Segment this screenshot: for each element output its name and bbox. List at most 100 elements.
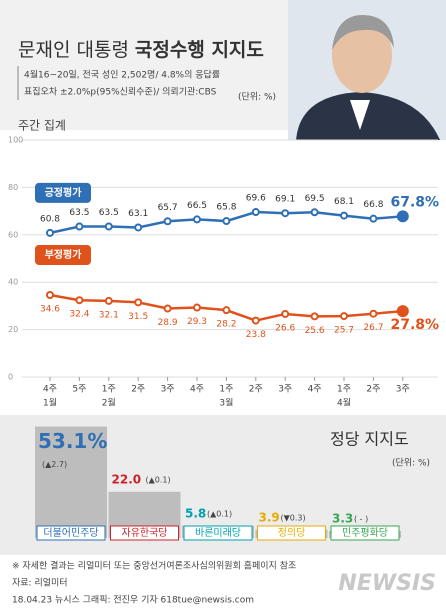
portrait-hair bbox=[332, 14, 394, 50]
x-tick-label: 4주 bbox=[190, 384, 204, 395]
watermark: NEWSIS bbox=[338, 571, 436, 596]
point bbox=[222, 217, 231, 226]
category-label: 민주평화당 bbox=[342, 527, 388, 539]
month-label: 3월 bbox=[219, 397, 233, 409]
unit: (단위: %) bbox=[238, 92, 276, 103]
value-label: 68.1 bbox=[334, 197, 354, 207]
point bbox=[163, 217, 172, 226]
x-tick-label: 2주 bbox=[366, 384, 380, 395]
title-emphasis: 국정수행 지지도 bbox=[135, 39, 264, 61]
category-label: 더불어민주당 bbox=[43, 527, 98, 539]
value-label: 60.8 bbox=[40, 214, 60, 224]
x-tick-label: 1주 bbox=[337, 384, 351, 395]
x-tick-label: 2주 bbox=[249, 384, 263, 395]
point bbox=[46, 228, 54, 237]
point bbox=[104, 296, 113, 305]
category-box bbox=[110, 525, 179, 541]
value-label: 29.3 bbox=[187, 317, 207, 327]
point bbox=[369, 214, 378, 223]
legend-box bbox=[35, 182, 91, 203]
title-main: 문재인 대통령 bbox=[18, 39, 129, 61]
category-label: 정의당 bbox=[278, 527, 306, 539]
point bbox=[104, 222, 113, 231]
y-axis-label: 주간 집계 bbox=[18, 119, 66, 133]
value-label: 32.4 bbox=[69, 310, 89, 320]
x-tick-label: 1주 bbox=[102, 384, 116, 395]
point bbox=[46, 290, 54, 299]
value-label: 22.0 bbox=[112, 472, 142, 486]
portrait-suit bbox=[296, 92, 440, 140]
value-label: 69.6 bbox=[246, 194, 266, 204]
category-label: 바른미래당 bbox=[195, 527, 241, 539]
category-box bbox=[183, 525, 253, 541]
value-label: 69.5 bbox=[305, 194, 325, 204]
point bbox=[310, 208, 319, 217]
point bbox=[340, 211, 348, 220]
point bbox=[251, 316, 260, 325]
point bbox=[193, 215, 201, 224]
value-label: 69.1 bbox=[275, 195, 295, 205]
value-label: 23.8 bbox=[246, 330, 266, 340]
point bbox=[369, 309, 378, 318]
x-tick-label: 3주 bbox=[278, 384, 292, 395]
point bbox=[281, 309, 290, 318]
bar bbox=[35, 426, 107, 538]
month-label: 1월 bbox=[43, 397, 57, 409]
change-label: (▼0.3) bbox=[281, 513, 306, 522]
title: 문재인 대통령 국정수행 지지도 bbox=[18, 39, 264, 61]
y-tick-label: 80 bbox=[8, 183, 18, 192]
bar-title: 정당 지지도 bbox=[330, 430, 409, 449]
bar-unit: (단위: %) bbox=[392, 458, 430, 469]
y-tick-label: 20 bbox=[8, 325, 18, 334]
value-label: 26.7 bbox=[363, 323, 383, 333]
x-tick-label: 1주 bbox=[219, 384, 233, 395]
y-tick-label: 60 bbox=[8, 230, 18, 239]
value-label: 65.7 bbox=[158, 203, 178, 213]
value-label: 28.9 bbox=[158, 318, 178, 328]
legend-label: 부정평가 bbox=[45, 248, 83, 261]
x-tick-label: 2주 bbox=[131, 384, 145, 395]
value-label: 3.3 bbox=[332, 512, 353, 526]
category-box bbox=[257, 525, 326, 541]
point bbox=[163, 304, 172, 313]
point bbox=[134, 223, 143, 232]
point bbox=[396, 210, 409, 223]
value-label: 32.1 bbox=[99, 310, 119, 320]
portrait-face bbox=[332, 17, 392, 93]
note: 표집오차 ±2.0%p(95%신뢰수준)/ 의뢰기관:CBS bbox=[24, 86, 217, 98]
point bbox=[251, 208, 260, 217]
point bbox=[222, 306, 231, 315]
point bbox=[340, 312, 348, 321]
point bbox=[396, 305, 409, 318]
value-label: 26.6 bbox=[275, 323, 295, 333]
point bbox=[134, 298, 143, 307]
change-label: (▲2.7) bbox=[42, 460, 67, 469]
portrait-shirt bbox=[350, 100, 370, 130]
value-label: 34.6 bbox=[40, 304, 60, 314]
legend-box bbox=[35, 244, 91, 265]
note: 4월16~20일, 전국 성인 2,502명/ 4.8%의 응답률 bbox=[24, 69, 220, 81]
category-box bbox=[36, 525, 106, 541]
change-label: (▲0.1) bbox=[146, 475, 171, 484]
point bbox=[193, 303, 201, 312]
value-label: 25.6 bbox=[305, 326, 325, 336]
x-tick-label: 4주 bbox=[308, 384, 322, 395]
credit: 18.04.23 뉴시스 그래픽: 전진우 기자 618tue@newsis.c… bbox=[12, 595, 254, 606]
footnote: ※ 자세한 결과는 리얼미터 또는 중앙선거여론조사심의위원회 홈페이지 참조 bbox=[12, 560, 296, 572]
x-tick-label: 4주 bbox=[43, 384, 57, 395]
value-label: 65.8 bbox=[216, 203, 236, 213]
value-label: 63.5 bbox=[99, 208, 119, 218]
x-tick-label: 3주 bbox=[161, 384, 175, 395]
plot-band bbox=[22, 235, 438, 285]
value-label: 25.7 bbox=[334, 326, 354, 336]
value-label: 63.1 bbox=[128, 209, 148, 219]
value-label: 67.8% bbox=[391, 194, 440, 210]
value-label: 28.2 bbox=[216, 320, 236, 330]
y-tick-label: 100 bbox=[8, 136, 23, 145]
point bbox=[281, 209, 290, 218]
change-label: ( - ) bbox=[354, 515, 368, 524]
value-label: 3.9 bbox=[259, 510, 280, 524]
value-label: 66.5 bbox=[187, 201, 207, 211]
portrait bbox=[288, 0, 446, 140]
